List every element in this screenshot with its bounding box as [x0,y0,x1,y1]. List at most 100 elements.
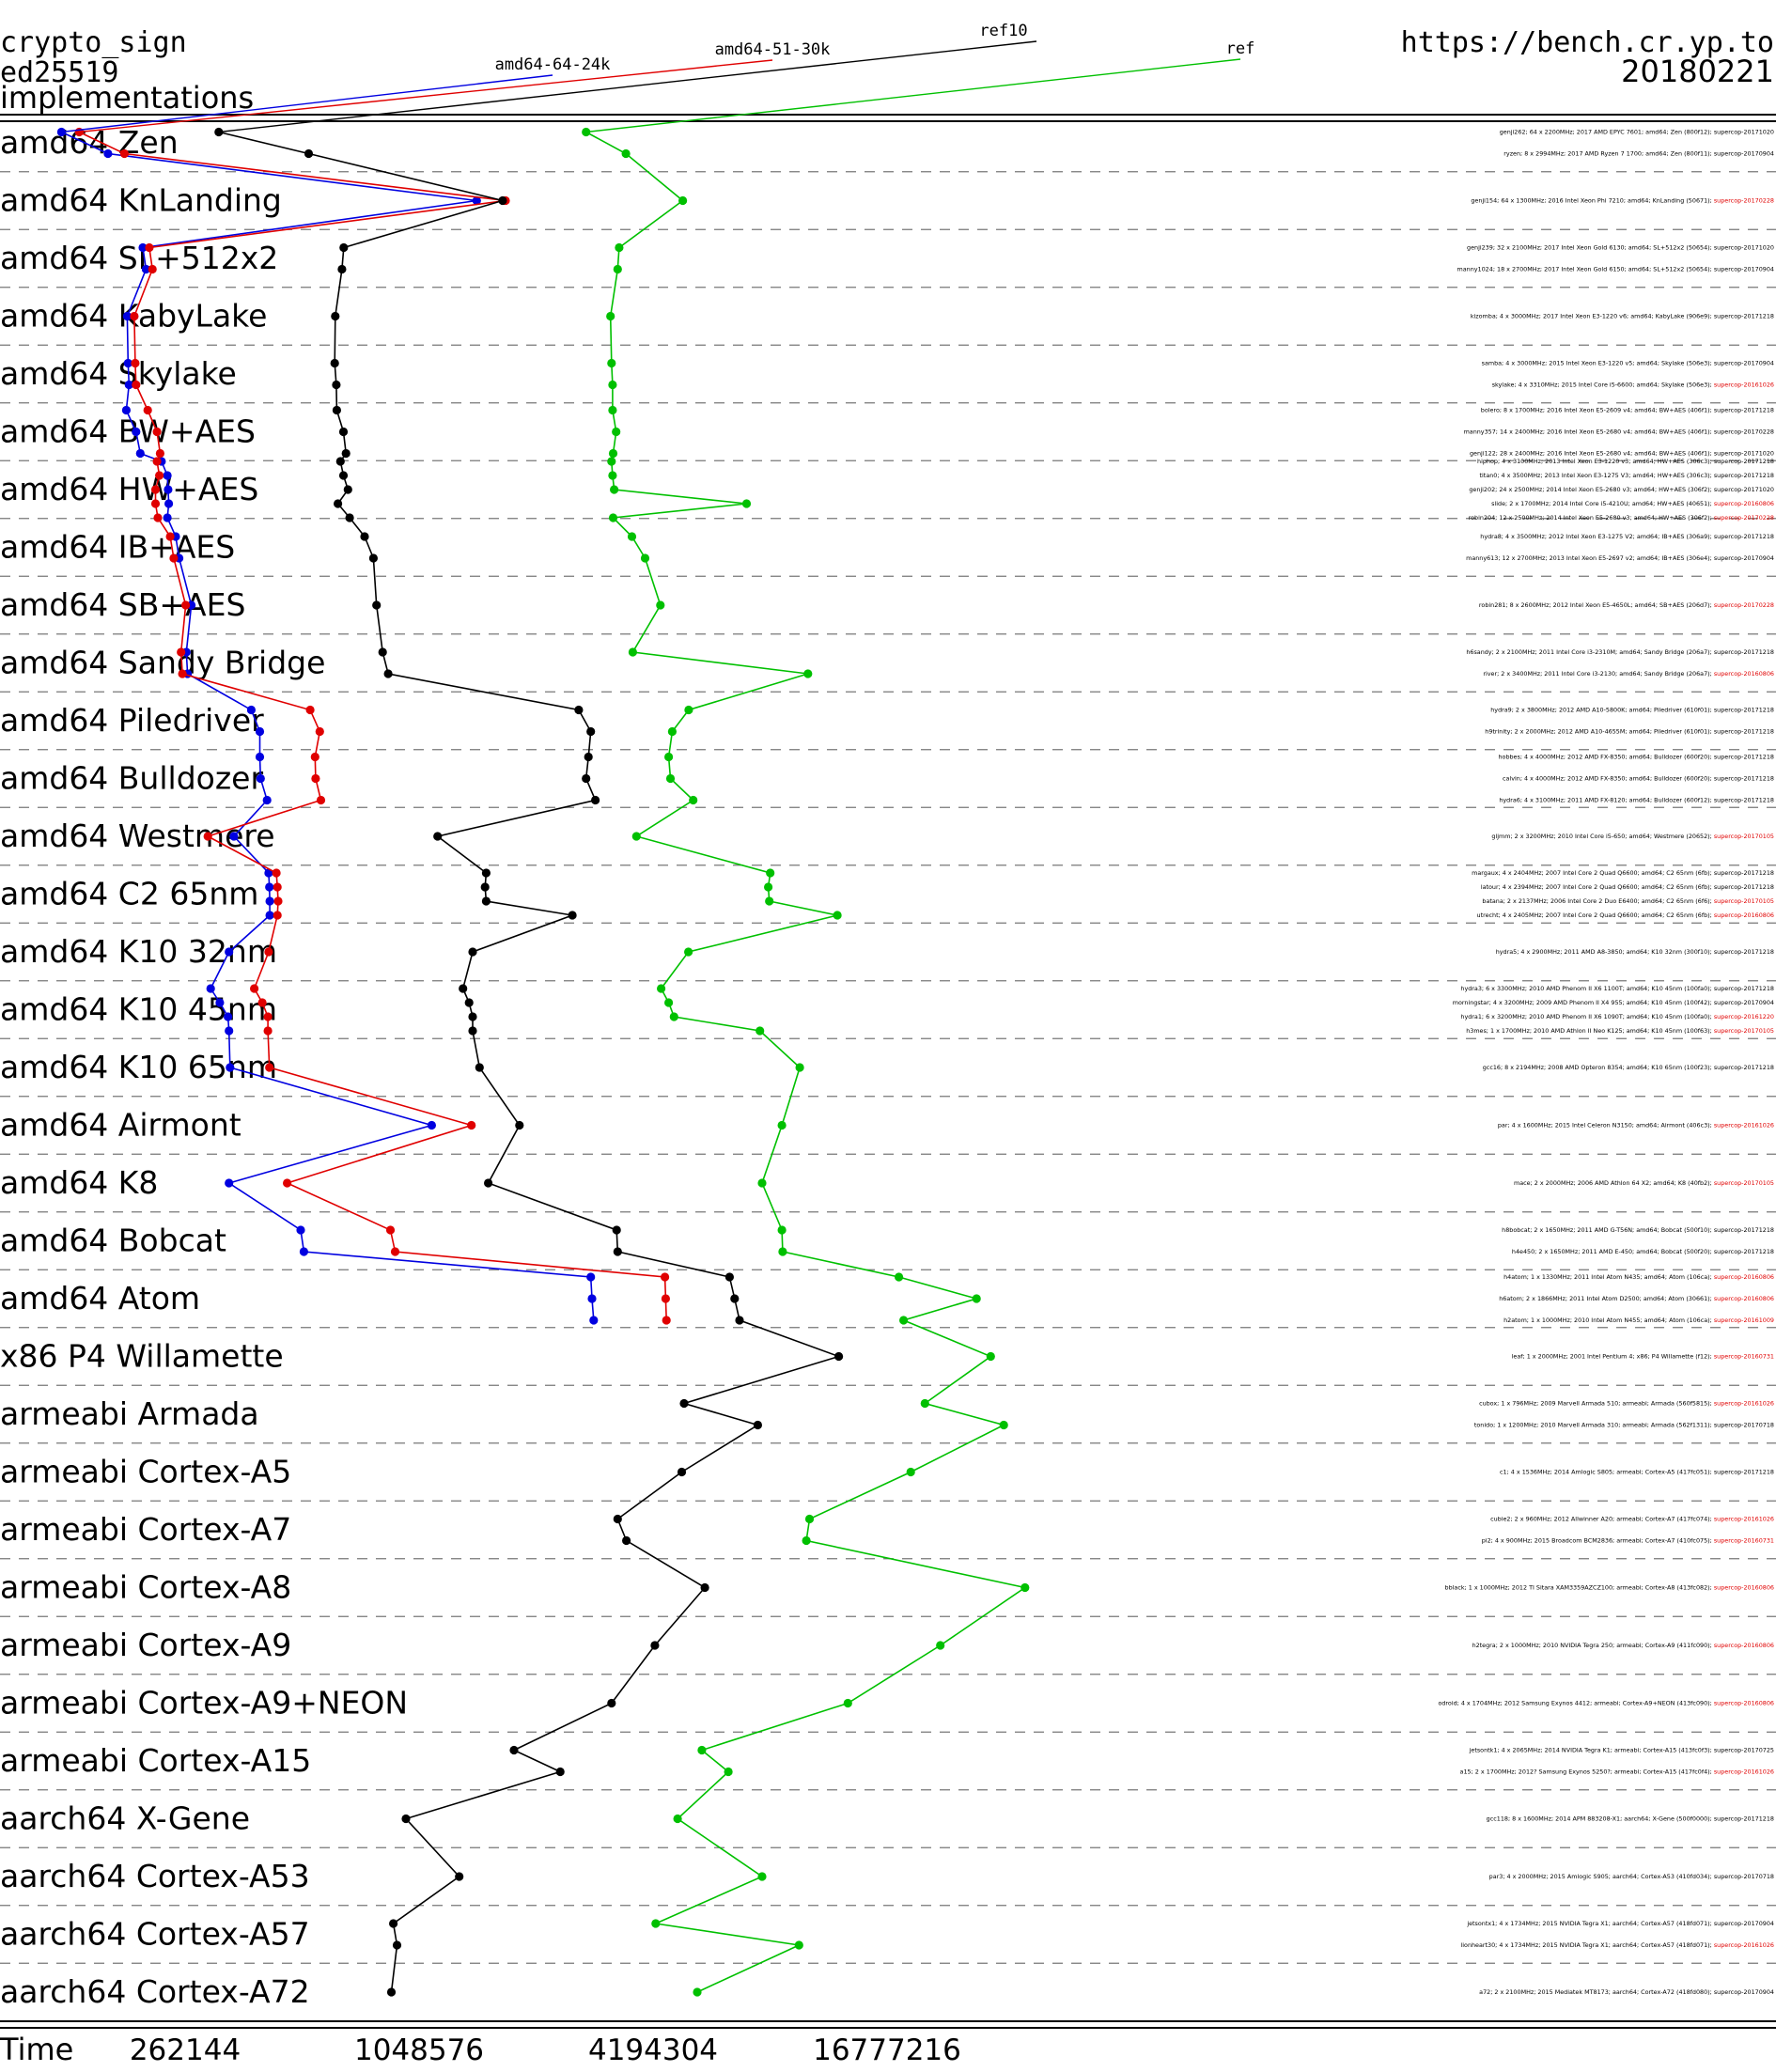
data-point [338,427,349,437]
data-point [999,1420,1008,1430]
machine-report: h3mes; 1 x 1700MHz; 2010 AMD Athlon II N… [1466,1027,1774,1035]
data-point [153,513,163,522]
data-point [610,485,619,494]
category-label: amd64 Bobcat [0,1223,226,1259]
data-point [765,896,774,906]
data-point [665,773,676,784]
data-point [334,499,343,508]
machine-report: kizomba; 4 x 3000MHz; 2017 Intel Xeon E3… [1471,313,1774,320]
data-point [152,457,162,466]
machine-report: bolero; 8 x 1700MHz; 2016 Intel Xeon E5-… [1481,407,1774,414]
data-point [131,358,140,368]
data-point [392,1940,402,1950]
data-point [368,553,378,563]
data-point [669,1012,678,1021]
data-point [130,311,139,321]
data-point [206,984,215,993]
x-axis: Time 262144 1048576 4194304 16777216 [0,2032,961,2067]
data-point [330,358,339,368]
machine-report: tonido; 1 x 1200MHz; 2010 Marvell Armada… [1474,1422,1774,1429]
data-point [498,195,507,206]
data-point [468,1026,477,1036]
data-point [304,148,314,159]
machine-report: hydra1; 6 x 3200MHz; 2010 AMD Phenom II … [1460,1013,1774,1020]
data-point [778,1247,787,1256]
data-point [225,1026,234,1036]
data-point [203,832,212,841]
x-tick-label: 1048576 [354,2033,484,2067]
data-point [372,600,382,610]
machine-report: h4e450; 2 x 1650MHz; 2011 AMD E-450; amd… [1512,1248,1774,1255]
data-point [256,773,265,784]
machine-report: slide; 2 x 1700MHz; 2014 Intel Core i5-4… [1491,500,1774,507]
data-point [627,532,637,541]
data-point [777,1225,787,1235]
category-label: amd64 K10 32nm [0,933,277,970]
data-point [661,1294,671,1303]
data-point [332,380,341,390]
data-point [667,726,678,737]
machine-report: h2tegra; 2 x 1000MHz; 2010 NVIDIA Tegra … [1472,1642,1774,1649]
data-point [794,1940,803,1950]
data-point [265,896,274,906]
data-point [661,1272,670,1282]
header-subtitle: implementations [0,80,254,116]
data-point [724,1272,735,1282]
machine-report: gcc118; 8 x 1600MHz; 2014 APM 883208-X1;… [1487,1815,1774,1823]
data-point [225,947,234,957]
header-url[interactable]: https://bench.cr.yp.to [1401,26,1774,59]
x-tick-label: 262144 [130,2033,241,2067]
data-point [741,499,752,508]
header-date: 20180221 [1621,54,1774,89]
data-point [591,795,600,805]
data-point [265,1063,274,1072]
data-point [607,358,616,368]
data-point [262,795,272,805]
data-point [150,499,161,508]
machine-report: genji202; 24 x 2500MHz; 2014 Intel Xeon … [1469,486,1774,493]
data-point [615,242,624,253]
category-labels: amd64 Zen amd64 KnLanding amd64 SL+512x2 am… [0,124,408,2010]
data-point [345,513,354,522]
data-point [481,896,491,906]
data-point [178,669,187,678]
data-point [640,553,650,563]
data-point [802,1535,811,1546]
data-point [834,1351,844,1362]
data-point [265,911,274,920]
data-point [385,1225,396,1235]
data-point [246,705,256,715]
machine-report: calvin; 4 x 4000MHz; 2012 AMD FX-8350; a… [1503,775,1774,783]
machine-report: bblack; 1 x 1000MHz; 2012 TI Sitara XAM3… [1445,1584,1774,1592]
data-point [612,427,621,437]
data-point [724,1767,733,1777]
data-point [150,485,161,494]
machine-report: ryzen; 8 x 2994MHz; 2017 AMD Ryzen 7 170… [1503,150,1774,158]
data-point [972,1294,981,1303]
category-label: amd64 HW+AES [0,471,258,507]
data-point [459,984,468,993]
data-point [123,358,132,368]
legend-leader [79,59,773,133]
category-label: armeabi Cortex-A5 [0,1454,291,1490]
category-label: amd64 SB+AES [0,586,245,623]
data-point [263,1012,273,1021]
data-point [272,868,281,878]
data-point [265,882,274,892]
data-point [584,752,593,762]
data-point [163,471,172,480]
data-point [305,705,315,715]
category-label: armeabi Cortex-A9 [0,1627,291,1663]
data-point [608,513,618,522]
machine-report: manny357; 14 x 2400MHz; 2016 Intel Xeon … [1464,428,1774,436]
category-label: amd64 Sandy Bridge [0,645,325,681]
data-point [679,1398,689,1409]
data-point [730,1294,740,1303]
data-point [455,1872,464,1881]
data-point [264,947,273,957]
data-point [145,242,154,253]
data-point [613,264,622,274]
data-point [986,1351,995,1362]
machine-report: hydra3; 6 x 3300MHz; 2010 AMD Phenom II … [1460,985,1774,992]
data-point [467,1120,476,1130]
